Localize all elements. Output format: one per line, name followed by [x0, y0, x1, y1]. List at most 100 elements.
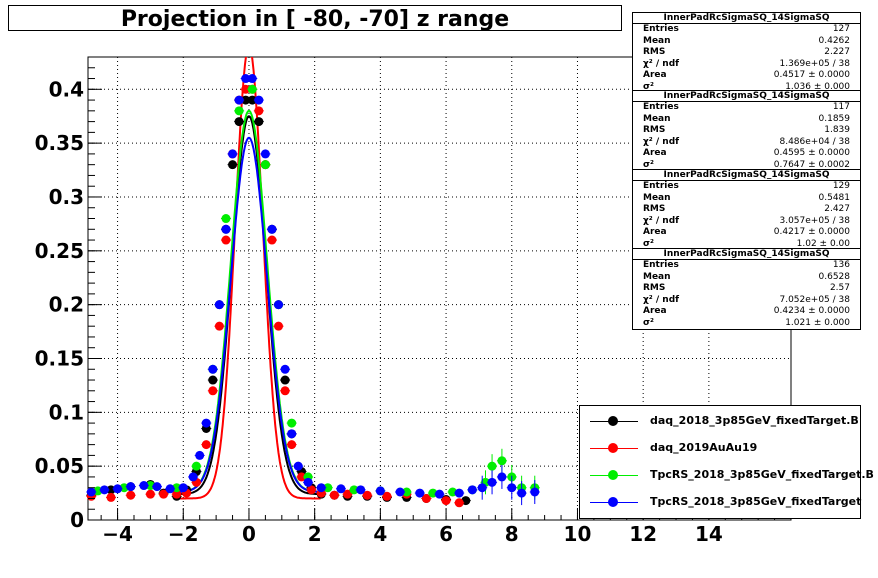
data-point [254, 117, 264, 127]
data-point [260, 149, 270, 159]
stats-key: RMS [643, 47, 666, 57]
data-point [241, 74, 251, 84]
x-tick-label: 8 [505, 522, 519, 546]
data-point [507, 483, 517, 493]
data-point [297, 472, 307, 482]
stats-value: 0.5481 [818, 192, 851, 203]
data-point [228, 149, 238, 159]
stats-value: 7.052e+05 / 38 [779, 294, 850, 305]
data-point [530, 487, 540, 497]
data-point [454, 498, 464, 508]
data-point [395, 487, 405, 497]
data-point [435, 489, 444, 499]
stats-value: 1.369e+05 / 38 [779, 58, 850, 69]
data-point [306, 485, 316, 495]
stats-row: Area 0.4217 ± 0.0000 [633, 227, 860, 239]
data-point [349, 485, 359, 495]
stats-box: InnerPadRcSigmaSQ_14SigmaSQ Entries 117 Mea… [632, 90, 861, 172]
x-tick-label: 6 [439, 522, 453, 546]
data-point [497, 456, 507, 466]
stats-key: σ² [643, 159, 654, 170]
fit-curve [176, 136, 321, 493]
stats-key: χ² / ndf [643, 136, 680, 147]
data-point [221, 224, 231, 234]
stats-key: Entries [643, 181, 679, 191]
stats-key: Mean [643, 271, 671, 282]
y-tick-label: 0.4 [49, 77, 84, 101]
data-point [441, 496, 451, 506]
data-point [208, 386, 218, 396]
stats-row: σ² 1.02 ± 0.00 [633, 239, 860, 251]
data-point [228, 160, 238, 170]
data-point [303, 477, 313, 487]
data-point [126, 490, 136, 500]
data-point [316, 483, 326, 493]
stats-value: 1.02 ± 0.00 [796, 238, 850, 249]
stats-title: InnerPadRcSigmaSQ_14SigmaSQ [633, 13, 860, 24]
data-point [247, 84, 257, 94]
data-point [247, 95, 257, 105]
stats-row: χ² / ndf 7.052e+05 / 38 [633, 295, 860, 307]
stats-value: 0.4234 ± 0.0000 [773, 306, 850, 316]
data-point [421, 493, 431, 503]
stats-key: χ² / ndf [643, 215, 680, 226]
y-tick-label: 0.2 [49, 293, 84, 317]
data-point [234, 95, 244, 105]
data-point [165, 484, 175, 494]
stats-row: Area 0.4234 ± 0.0000 [633, 306, 860, 318]
x-tick-label: 0 [242, 522, 256, 546]
stats-key: σ² [643, 238, 654, 249]
stats-box: InnerPadRcSigmaSQ_14SigmaSQ Entries 129 Mea… [632, 169, 861, 251]
stats-key: σ² [643, 317, 654, 328]
stats-title: InnerPadRcSigmaSQ_14SigmaSQ [633, 249, 860, 260]
stats-key: RMS [643, 283, 666, 293]
data-point [375, 486, 385, 496]
data-point [402, 487, 412, 497]
data-point [106, 492, 116, 502]
stats-key: χ² / ndf [643, 58, 680, 69]
stats-box: InnerPadRcSigmaSQ_14SigmaSQ Entries 136 Mea… [632, 248, 861, 330]
stats-row: χ² / ndf 3.057e+05 / 38 [633, 216, 860, 228]
stats-row: RMS 1.839 [633, 125, 860, 137]
fit-curve [176, 57, 321, 500]
data-point [287, 440, 297, 450]
fit-curve [176, 115, 321, 496]
data-point [221, 235, 231, 245]
stats-row: RMS 2.427 [633, 204, 860, 216]
stats-box: InnerPadRcSigmaSQ_14SigmaSQ Entries 127 Mea… [632, 12, 861, 94]
data-point [382, 491, 392, 501]
legend-item: daq_2018_3p85GeV_fixedTarget.B [580, 412, 860, 432]
data-point [329, 490, 339, 500]
stats-value: 3.057e+05 / 38 [779, 215, 850, 226]
stats-value: 0.4517 ± 0.0000 [773, 70, 850, 80]
data-point [234, 106, 244, 116]
data-point [214, 321, 224, 331]
stats-title: InnerPadRcSigmaSQ_14SigmaSQ [633, 170, 860, 181]
y-tick-label: 0 [70, 508, 84, 532]
data-point [415, 488, 425, 498]
x-tick-label: 4 [373, 522, 387, 546]
data-point [201, 418, 211, 428]
y-tick-label: 0.35 [35, 131, 84, 155]
data-points [86, 74, 540, 508]
data-point [234, 117, 244, 127]
data-point [274, 300, 284, 310]
stats-key: Mean [643, 113, 671, 124]
stats-key: Area [643, 70, 667, 80]
data-point [293, 461, 303, 471]
data-point [287, 418, 297, 428]
legend-label: daq_2019AuAu19 [650, 441, 758, 454]
stats-value: 127 [832, 24, 850, 34]
data-point [343, 489, 353, 499]
data-point [280, 386, 290, 396]
data-point [247, 74, 257, 84]
stats-value: 0.6528 [818, 271, 851, 282]
data-point [477, 483, 487, 493]
data-point [139, 481, 149, 491]
stats-row: Entries 136 [633, 260, 860, 272]
chart-title-box: Projection in [ -80, -70] z range [8, 5, 622, 32]
stats-row: Mean 0.1859 [633, 114, 860, 126]
stats-row: Entries 129 [633, 181, 860, 193]
legend-item: TpcRS_2018_3p85GeV_fixedTarget.B [580, 466, 874, 486]
data-point [159, 489, 169, 499]
